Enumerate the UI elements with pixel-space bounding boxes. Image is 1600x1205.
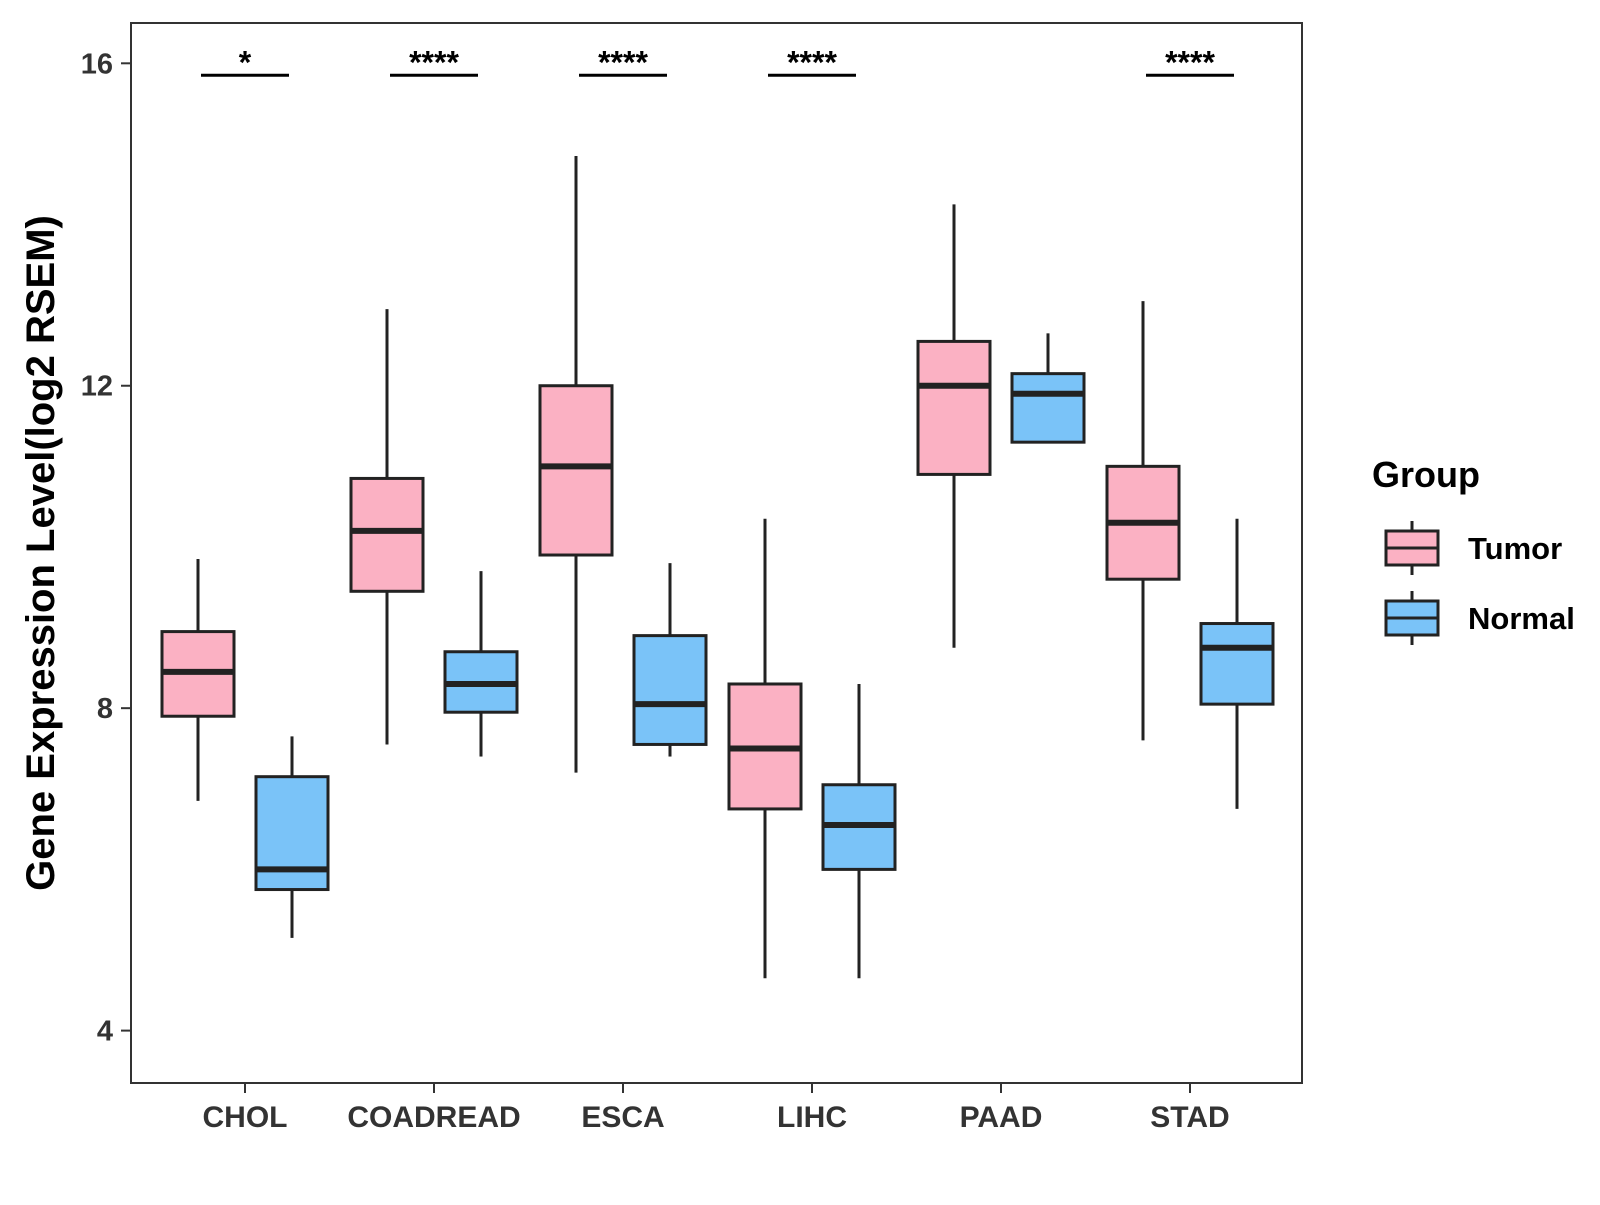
y-axis-tick-label: 12 xyxy=(81,371,113,403)
significance-label: **** xyxy=(1165,44,1215,80)
tumor-box xyxy=(349,476,425,593)
x-axis-tick-label: CHOL xyxy=(203,1101,288,1134)
significance-label: **** xyxy=(787,44,837,80)
legend-label-tumor: Tumor xyxy=(1468,531,1562,566)
x-axis-tick-label: STAD xyxy=(1150,1101,1229,1134)
significance-label: **** xyxy=(409,44,459,80)
tumor-box xyxy=(916,339,992,476)
x-axis-tick-label: PAAD xyxy=(960,1101,1043,1134)
y-axis-title: Gene Expression Level(log2 RSEM) xyxy=(19,215,63,891)
normal-box xyxy=(1010,372,1086,444)
normal-box xyxy=(632,634,708,746)
significance-label: **** xyxy=(598,44,648,80)
x-axis-tick-label: ESCA xyxy=(581,1101,664,1134)
legend-title: Group xyxy=(1372,454,1480,495)
y-axis-tick-label: 4 xyxy=(97,1016,113,1048)
x-axis-tick-label: LIHC xyxy=(777,1101,847,1134)
normal-box xyxy=(1199,622,1275,706)
y-axis-tick-label: 16 xyxy=(81,48,113,80)
normal-box xyxy=(254,775,330,892)
tumor-box xyxy=(538,384,614,557)
y-axis-tick-label: 8 xyxy=(97,693,113,725)
legend-label-normal: Normal xyxy=(1468,601,1575,636)
x-axis-tick-label: COADREAD xyxy=(347,1101,520,1134)
significance-label: * xyxy=(239,44,252,80)
